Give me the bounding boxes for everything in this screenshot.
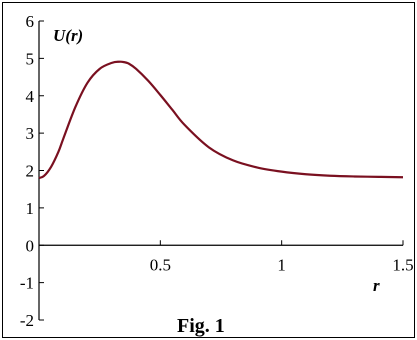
y-tick-label: 0: [26, 236, 35, 255]
figure-caption: Fig. 1: [177, 315, 225, 337]
y-tick-label: -1: [20, 274, 34, 293]
y-tick-label: 1: [26, 199, 35, 218]
y-tick-label: -2: [20, 311, 34, 330]
x-tick-label: 1.5: [392, 255, 413, 274]
figure-frame: -2 -1 0 1 2 3 4 5 6 0.5 1 1.5 U(r) r Fig. 1: [2, 2, 415, 338]
y-tick-label: 2: [26, 162, 35, 181]
chart: -2 -1 0 1 2 3 4 5 6 0.5 1 1.5 U(r) r Fig. 1: [20, 12, 414, 337]
series-line: [38, 60, 404, 180]
tick-labels: -2 -1 0 1 2 3 4 5 6 0.5 1 1.5: [20, 12, 414, 330]
x-tick-label: 0.5: [150, 255, 171, 274]
axes: [38, 20, 404, 321]
y-axis-label: U(r): [53, 26, 83, 45]
y-tick-label: 3: [26, 124, 35, 143]
y-tick-label: 4: [26, 87, 35, 106]
y-tick-label: 5: [26, 49, 35, 68]
x-axis-label: r: [373, 276, 380, 295]
y-tick-label: 6: [26, 12, 35, 31]
x-tick-label: 1: [277, 255, 286, 274]
